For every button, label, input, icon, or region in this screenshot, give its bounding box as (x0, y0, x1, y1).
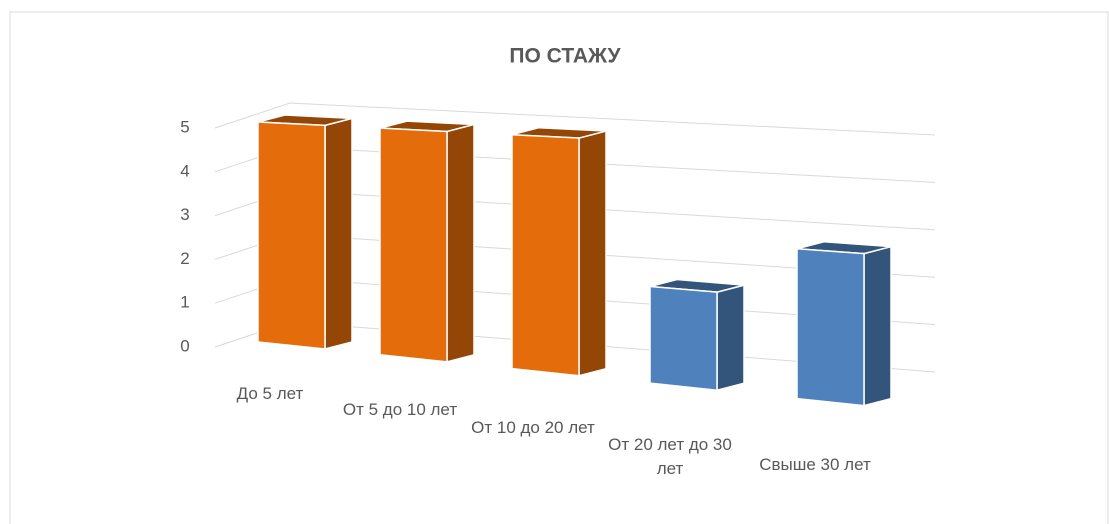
y-tick-label: 0 (180, 336, 189, 355)
bar (257, 121, 326, 350)
y-tick-label: 1 (180, 293, 189, 312)
bar (379, 127, 448, 363)
x-tick-label: До 5 лет (236, 384, 304, 403)
bar-side (578, 130, 607, 377)
x-tick-label: От 10 до 20 лет (471, 418, 595, 437)
chart-frame (9, 11, 1109, 524)
x-tick-label: Свыше 30 лет (759, 455, 871, 474)
bar (796, 248, 865, 407)
y-tick-label: 5 (180, 117, 189, 136)
chart-title: ПО СТАЖУ (509, 45, 621, 68)
y-tick-label: 4 (180, 161, 189, 180)
y-tick-label: 2 (180, 249, 189, 268)
bar (649, 285, 718, 392)
bar-side (863, 245, 892, 407)
bar (511, 133, 580, 377)
bar-side (716, 284, 745, 392)
x-tick-label: От 5 до 10 лет (342, 400, 458, 419)
bar-side (324, 117, 353, 351)
y-tick-label: 3 (180, 205, 189, 224)
x-tick-label: От 20 лет до 30 лет (608, 435, 732, 478)
bar-side (446, 123, 475, 363)
grid-line (214, 102, 936, 136)
